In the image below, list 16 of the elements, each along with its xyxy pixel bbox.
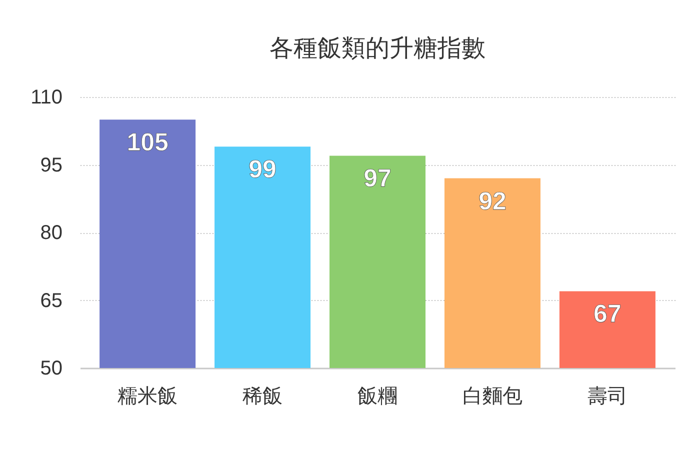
y-tick-label: 50 [40, 358, 62, 380]
y-tick-label: 110 [30, 86, 62, 108]
chart-title: 各種飯類的升糖指數 [270, 35, 486, 62]
data-label: 105 [126, 128, 168, 157]
x-tick-label: 壽司 [587, 386, 628, 408]
data-label: 92 [478, 187, 506, 216]
y-tick-label: 95 [40, 154, 62, 176]
x-tick-label: 稀飯 [242, 386, 283, 408]
x-tick-label: 飯糰 [358, 386, 398, 408]
y-tick-label: 80 [40, 222, 62, 244]
x-tick-label: 白麵包 [462, 386, 522, 408]
y-tick-label: 65 [40, 290, 62, 312]
x-tick-label: 糯米飯 [118, 386, 178, 408]
data-label: 97 [364, 164, 392, 193]
data-label: 67 [594, 300, 622, 328]
data-label: 99 [248, 156, 276, 184]
